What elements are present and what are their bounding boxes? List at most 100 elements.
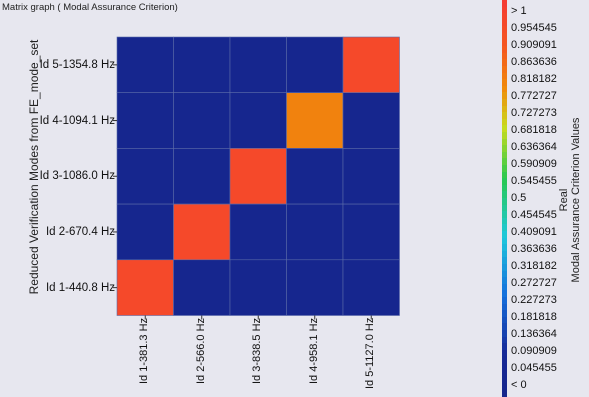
colorbar-segment: [502, 39, 507, 48]
colorbar-segment: [502, 66, 507, 74]
colorbar-segment: [502, 132, 507, 140]
colorbar-segment: [502, 151, 507, 160]
colorbar-tick-label: 0.409091: [511, 226, 557, 238]
colorbar-segment: [502, 171, 507, 180]
heatmap-cell: [116, 203, 174, 261]
colorbar-segment: [502, 250, 507, 259]
colorbar-tick-label: > 1: [511, 5, 527, 17]
colorbar-tick-label: 0.227273: [511, 294, 557, 306]
colorbar-segment: [502, 349, 507, 358]
colorbar-segment: [502, 118, 507, 127]
heatmap-cell: [173, 148, 231, 205]
colorbar-tick-label: 0.772727: [511, 90, 557, 102]
heatmap-cell: [173, 203, 231, 261]
column-label: Id 2-566.0 Hz: [194, 318, 207, 385]
colorbar-segment: [502, 138, 507, 147]
colorbar-segment: [502, 112, 507, 120]
colorbar-segment: [502, 310, 507, 318]
colorbar-title: Real Modal Assurance Criterion Values: [558, 118, 582, 283]
colorbar-segment: [502, 264, 507, 272]
colorbar-segment: [502, 13, 507, 21]
colorbar-segment: [502, 316, 507, 325]
colorbar-segment: [502, 204, 507, 213]
heatmap-cell: [229, 92, 287, 149]
colorbar-segment: [502, 363, 507, 371]
heatmap-cell: [286, 36, 344, 94]
colorbar-segment: [502, 277, 507, 285]
colorbar-tick-label: 0.590909: [511, 158, 557, 170]
heatmap-cell: [116, 148, 174, 205]
colorbar-tick-label: 0.636364: [511, 141, 557, 153]
colorbar-title-line2: Modal Assurance Criterion Values: [570, 117, 582, 283]
colorbar-segment: [502, 191, 507, 199]
colorbar-tick-label: 0.818182: [511, 73, 557, 85]
heatmap-cell: [286, 92, 344, 149]
chart-title: Matrix graph ( Modal Assurance Criterion…: [2, 2, 178, 13]
colorbar-segment: [502, 184, 507, 193]
colorbar-segment: [502, 92, 507, 100]
colorbar-segment: [502, 330, 507, 338]
colorbar-tick-label: 0.090909: [511, 345, 557, 357]
colorbar-segment: [502, 283, 507, 292]
colorbar-segment: [502, 59, 507, 67]
colorbar-segment: [502, 26, 507, 34]
heatmap-cell: [229, 259, 287, 316]
heatmap-cell: [173, 36, 231, 94]
colorbar-segment: [502, 0, 507, 8]
colorbar-segment: [502, 231, 507, 239]
column-label: Id 1-381.3 Hz: [138, 318, 151, 385]
colorbar-segment: [502, 165, 507, 173]
column-label: Id 5-1127.0 Hz: [364, 318, 377, 390]
colorbar-tick-label: 0.863636: [511, 56, 557, 68]
colorbar-segment: [502, 376, 507, 384]
colorbar-segment: [502, 323, 507, 331]
colorbar-tick-label: 0.954545: [511, 22, 557, 34]
heatmap-cell: [342, 92, 400, 149]
colorbar-tick-label: 0.545455: [511, 175, 557, 187]
colorbar-segment: [502, 198, 507, 206]
colorbar-segment: [502, 369, 507, 378]
colorbar-tick-label: 0.5: [511, 192, 527, 204]
colorbar-segment: [502, 270, 507, 279]
heatmap-cell: [116, 92, 174, 149]
colorbar-segment: [502, 244, 507, 252]
heatmap-cell: [286, 203, 344, 261]
colorbar-segment: [502, 336, 507, 345]
colorbar-segment: [502, 72, 507, 81]
colorbar-segment: [502, 217, 507, 226]
colorbar-segment: [502, 33, 507, 41]
heatmap-cell: [229, 148, 287, 205]
colorbar-segment: [502, 211, 507, 219]
colorbar-segment: [502, 389, 507, 397]
colorbar-segment: [502, 382, 507, 391]
colorbar-segment: [502, 145, 507, 153]
colorbar-segment: [502, 46, 507, 54]
colorbar-title-line1: Real: [558, 188, 570, 212]
row-label: Id 3-1086.0 Hz: [39, 170, 115, 183]
column-label: Id 3-838.5 Hz: [251, 318, 264, 385]
colorbar-segment: [502, 356, 507, 364]
colorbar-segment: [502, 158, 507, 166]
heatmap-cell: [286, 259, 344, 316]
colorbar-segment: [502, 257, 507, 265]
colorbar-tick-label: 0.363636: [511, 243, 557, 255]
colorbar-segment: [502, 343, 507, 351]
colorbar-segment: [502, 19, 507, 28]
colorbar-segment: [502, 52, 507, 61]
heatmap-cell: [342, 148, 400, 205]
colorbar-segment: [502, 99, 507, 107]
colorbar-segment: [502, 105, 507, 114]
colorbar-tick-label: 0.181818: [511, 311, 557, 323]
colorbar-tick-label: 0.272727: [511, 277, 557, 289]
colorbar-tick-label: 0.318182: [511, 260, 557, 272]
heatmap-cell: [342, 203, 400, 261]
heatmap-cell: [342, 36, 400, 94]
heatmap-cell: [286, 148, 344, 205]
heatmap-cell: [229, 36, 287, 94]
colorbar-segment: [502, 290, 507, 298]
heatmap-cell: [116, 259, 174, 316]
row-label: Id 1-440.8 Hz: [45, 281, 115, 294]
colorbar-segment: [502, 6, 507, 15]
column-label: Id 4-958.1 Hz: [307, 318, 320, 385]
